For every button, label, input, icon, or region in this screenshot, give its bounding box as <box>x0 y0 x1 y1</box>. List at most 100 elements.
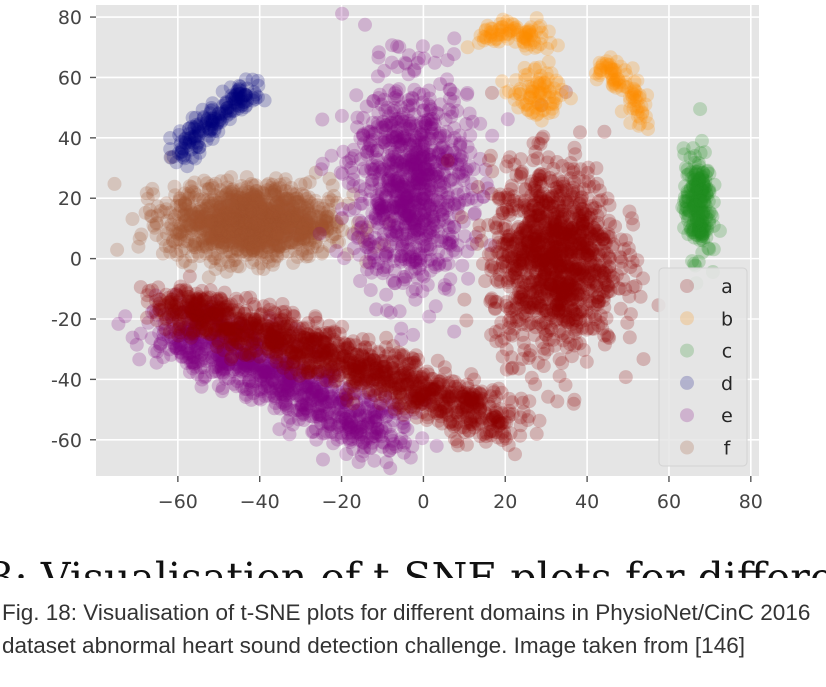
data-point <box>463 128 478 143</box>
data-point <box>285 206 300 221</box>
data-point <box>203 237 218 252</box>
data-point <box>431 244 446 259</box>
data-point <box>229 209 244 224</box>
data-point <box>283 205 298 220</box>
data-point <box>294 228 308 243</box>
data-point <box>305 240 320 255</box>
data-point <box>270 226 285 241</box>
data-point <box>259 213 274 228</box>
data-point <box>247 85 262 100</box>
data-point <box>301 206 316 221</box>
data-point <box>242 235 257 250</box>
data-point <box>234 209 249 224</box>
data-point <box>308 165 323 180</box>
data-point <box>268 194 283 209</box>
data-point <box>178 197 193 212</box>
data-point <box>235 237 250 252</box>
data-point <box>132 352 147 367</box>
data-point <box>265 209 280 223</box>
data-point <box>204 214 218 229</box>
data-point <box>213 115 228 130</box>
data-point <box>223 80 238 95</box>
data-point <box>286 196 301 211</box>
data-point <box>247 187 262 202</box>
data-point <box>282 185 297 199</box>
data-point <box>266 201 281 216</box>
data-point <box>412 132 427 147</box>
data-point <box>239 247 254 262</box>
data-point <box>187 185 202 200</box>
data-point <box>308 221 323 236</box>
data-point <box>185 129 200 144</box>
data-point <box>207 216 222 231</box>
data-point <box>180 233 195 248</box>
data-point <box>315 112 330 127</box>
data-point <box>275 214 289 228</box>
data-point <box>168 225 183 240</box>
data-point <box>620 315 635 330</box>
data-point <box>198 246 213 261</box>
data-point <box>225 91 239 106</box>
data-point <box>230 84 245 99</box>
data-point <box>316 213 331 228</box>
data-point <box>251 218 266 233</box>
data-point <box>195 239 210 254</box>
data-point <box>223 184 238 199</box>
data-point <box>272 239 287 254</box>
data-point <box>228 223 243 238</box>
data-point <box>207 188 222 202</box>
data-point <box>251 207 266 222</box>
data-point <box>229 201 244 216</box>
data-point <box>210 234 225 249</box>
data-point <box>177 186 192 201</box>
data-point <box>190 135 205 150</box>
data-point <box>275 216 290 231</box>
data-point <box>278 236 293 250</box>
data-point <box>447 31 462 46</box>
data-point <box>410 56 425 70</box>
data-point <box>233 212 248 227</box>
data-point <box>142 202 157 217</box>
data-point <box>233 195 248 210</box>
data-point <box>252 196 267 211</box>
data-point <box>255 200 270 215</box>
data-point <box>222 190 237 205</box>
data-point <box>294 197 309 212</box>
data-point <box>213 199 228 214</box>
data-point <box>239 226 254 241</box>
data-point <box>286 211 301 226</box>
data-point <box>273 196 288 211</box>
data-point <box>371 50 386 65</box>
data-point <box>232 259 247 274</box>
data-point <box>304 222 319 237</box>
data-point <box>217 235 232 250</box>
data-point <box>216 213 231 228</box>
data-point <box>175 255 190 270</box>
data-point <box>189 215 204 230</box>
data-point <box>259 225 274 240</box>
data-point <box>310 239 325 254</box>
data-point <box>205 236 220 251</box>
data-point <box>208 231 223 246</box>
data-point <box>285 233 300 248</box>
data-point <box>246 178 261 193</box>
data-point <box>382 214 397 229</box>
data-point <box>181 191 196 206</box>
data-point <box>256 230 270 245</box>
data-point <box>263 207 278 222</box>
data-point <box>234 196 249 211</box>
data-point <box>265 213 280 228</box>
data-point <box>284 235 298 250</box>
data-point <box>205 102 220 117</box>
data-point <box>233 219 248 234</box>
data-point <box>248 87 263 102</box>
data-point <box>224 212 239 227</box>
data-point <box>240 93 254 108</box>
data-point <box>249 193 263 208</box>
data-point <box>225 198 240 213</box>
data-point <box>252 200 267 215</box>
data-point <box>153 204 168 218</box>
data-point <box>249 216 264 231</box>
data-point <box>224 229 239 244</box>
data-point <box>205 131 220 146</box>
